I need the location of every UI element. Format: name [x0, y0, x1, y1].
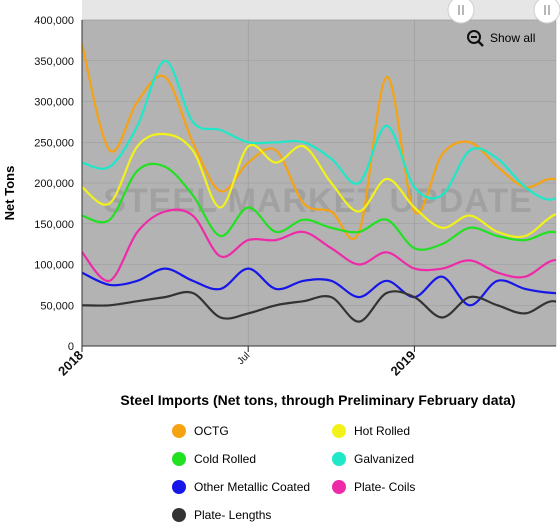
series-line-cold-rolled: [82, 162, 556, 251]
watermark-text: STEEL MARKET UPDATE: [103, 182, 533, 220]
legend-item-plate-coils[interactable]: Plate- Coils: [332, 480, 512, 494]
legend: OCTG Hot Rolled Cold Rolled Galvanized Other…: [172, 424, 512, 522]
legend-item-galvanized[interactable]: Galvanized: [332, 452, 512, 466]
legend-label: Plate- Lengths: [194, 508, 272, 522]
y-tick-label: 350,000: [34, 56, 74, 68]
y-tick-label: 200,000: [34, 178, 74, 190]
legend-label: Hot Rolled: [354, 424, 411, 438]
navigator-handle-left-knob[interactable]: [447, 0, 475, 24]
navigator-handle-left[interactable]: [447, 0, 475, 24]
zoom-out-icon: [467, 30, 484, 47]
watermark: STEEL MARKET UPDATE: [103, 182, 533, 220]
legend-label: Plate- Coils: [354, 480, 416, 494]
y-tick-label: 50,000: [40, 300, 74, 312]
navigator-handles[interactable]: [447, 0, 560, 24]
legend-title: Steel Imports (Net tons, through Prelimi…: [120, 392, 516, 408]
series-line-plate-lengths: [82, 290, 556, 323]
y-tick-label: 100,000: [34, 260, 74, 272]
y-tick-label: 300,000: [34, 97, 74, 109]
series-line-hot-rolled: [82, 132, 556, 239]
show-all-label: Show all: [490, 31, 536, 45]
series-line-plate-coils: [82, 208, 556, 282]
legend-swatch: [332, 424, 346, 438]
legend-swatch: [172, 424, 186, 438]
y-axis-label: Net Tons: [2, 166, 17, 221]
navigator-track: [82, 0, 556, 20]
range-navigator[interactable]: [82, 0, 556, 20]
legend-item-hot-rolled[interactable]: Hot Rolled: [332, 424, 512, 438]
legend-item-cold-rolled[interactable]: Cold Rolled: [172, 452, 332, 466]
legend-label: OCTG: [194, 424, 229, 438]
series-line-galvanized: [82, 59, 556, 201]
series-layer: [82, 43, 556, 323]
navigator-handle-right-knob[interactable]: [533, 0, 560, 24]
series-line-other-metallic-coated: [82, 267, 556, 307]
legend-item-other-metallic-coated[interactable]: Other Metallic Coated: [172, 480, 332, 494]
legend-swatch: [332, 480, 346, 494]
navigator-handle-right[interactable]: [533, 0, 560, 24]
y-tick-label: 150,000: [34, 219, 74, 231]
legend-item-plate-lengths[interactable]: Plate- Lengths: [172, 508, 332, 522]
y-tick-label: 0: [68, 341, 74, 353]
show-all-button[interactable]: Show all: [466, 28, 535, 48]
legend-swatch: [172, 508, 186, 522]
legend-label: Cold Rolled: [194, 452, 257, 466]
legend-swatch: [172, 480, 186, 494]
y-tick-label: 250,000: [34, 137, 74, 149]
legend-swatch: [332, 452, 346, 466]
legend-item-octg[interactable]: OCTG: [172, 424, 332, 438]
chart-svg: STEEL MARKET UPDATE 0 50,000 100,000 150,00…: [2, 0, 560, 379]
y-tick-label: 400,000: [34, 15, 74, 27]
legend-label: Galvanized: [354, 452, 415, 466]
legend-swatch: [172, 452, 186, 466]
legend-label: Other Metallic Coated: [194, 480, 311, 494]
